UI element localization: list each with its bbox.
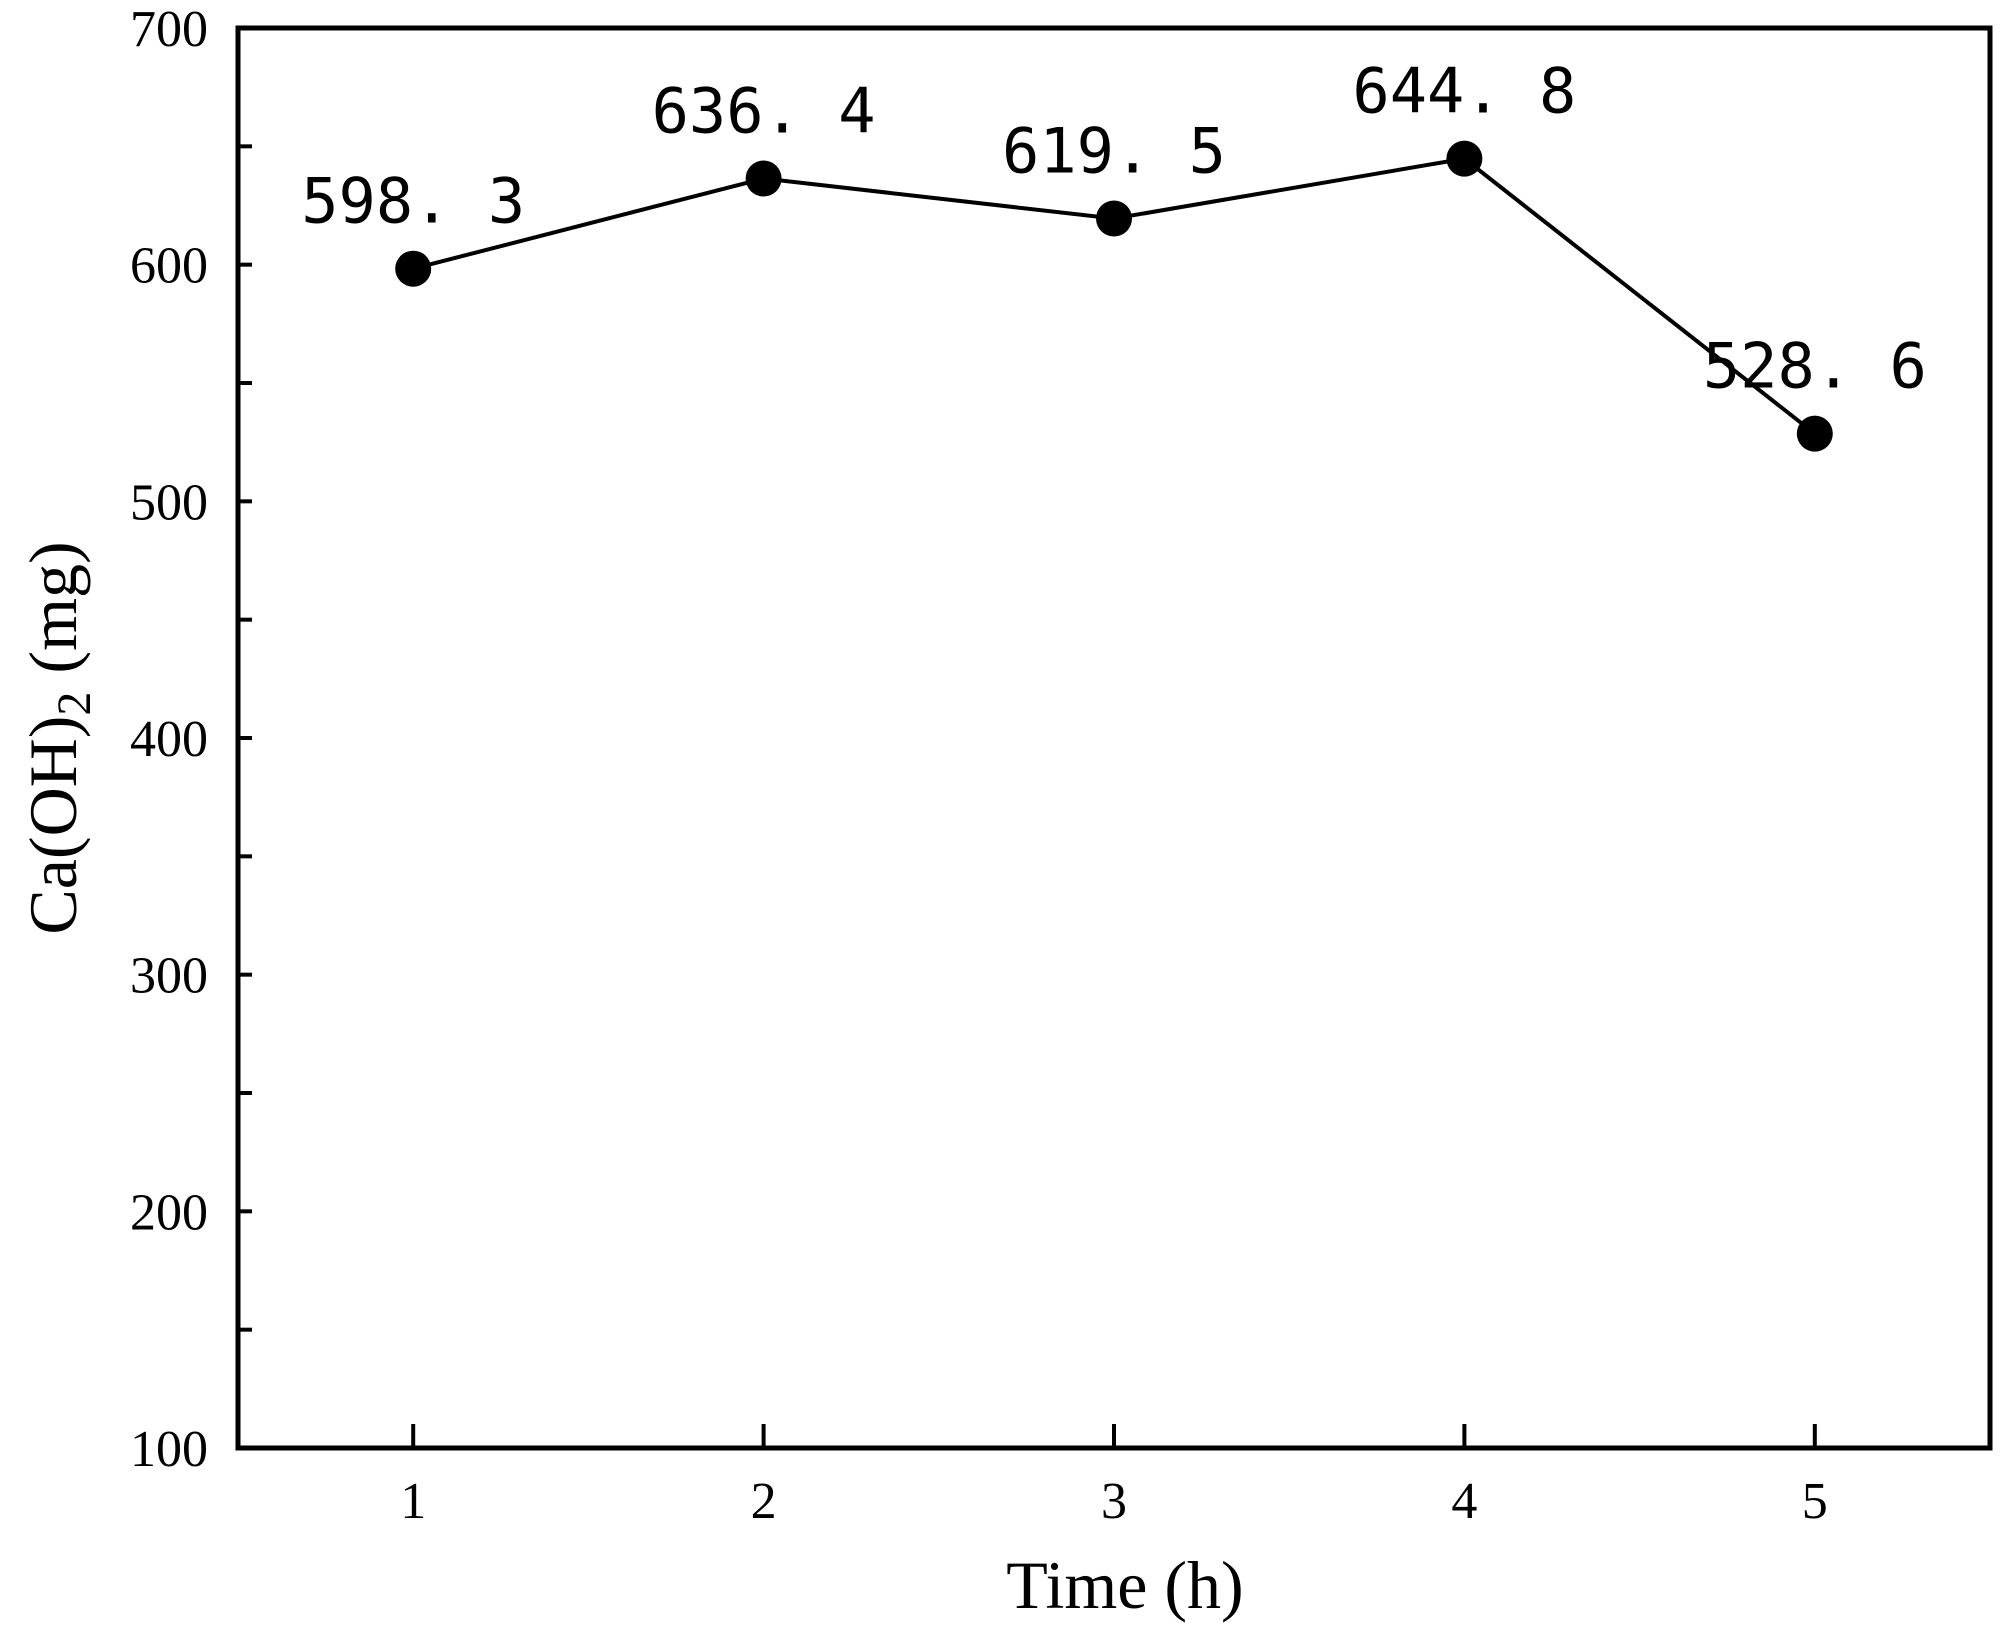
- y-tick-label: 300: [130, 948, 208, 1005]
- data-point: [1446, 140, 1483, 177]
- y-tick-label: 700: [130, 1, 208, 58]
- data-label: 598. 3: [301, 165, 525, 238]
- x-axis-title: Time (h): [1006, 1547, 1243, 1623]
- y-axis-title-subscript: 2: [48, 692, 101, 716]
- plot-frame: [235, 25, 1993, 1451]
- y-tick-label: 200: [130, 1184, 208, 1241]
- data-label: 619. 5: [1002, 115, 1226, 188]
- data-label: 636. 4: [652, 75, 876, 148]
- data-point: [395, 250, 432, 287]
- x-tick-label: 5: [1802, 1473, 1828, 1530]
- data-label: 644. 8: [1352, 55, 1576, 128]
- data-point: [745, 160, 782, 197]
- y-tick-label: 400: [130, 711, 208, 768]
- data-series: [395, 140, 1833, 452]
- data-point: [1096, 200, 1132, 237]
- y-axis-title-main: Ca(OH): [15, 716, 91, 935]
- data-point: [1796, 415, 1833, 452]
- x-tick-label: 1: [400, 1473, 426, 1530]
- x-tick-label: 3: [1101, 1473, 1127, 1530]
- y-tick-label: 600: [130, 238, 208, 295]
- data-label: 528. 6: [1703, 330, 1927, 403]
- series-line: [412, 156, 1817, 436]
- x-tick-label: 4: [1451, 1473, 1477, 1530]
- y-tick-label: 500: [130, 474, 208, 531]
- x-tick-label: 2: [751, 1473, 777, 1530]
- y-axis-ticks: 100 200 300 400 500 600 700: [130, 1, 252, 1478]
- data-labels: 598. 3 636. 4 619. 5 644. 8 528. 6: [301, 55, 1927, 403]
- y-tick-label: 100: [130, 1421, 208, 1478]
- y-axis-title: Ca(OH)2 (mg): [15, 541, 101, 934]
- x-axis-ticks: 1 2 3 4 5: [400, 1424, 1828, 1530]
- y-axis-title-unit: (mg): [15, 541, 91, 673]
